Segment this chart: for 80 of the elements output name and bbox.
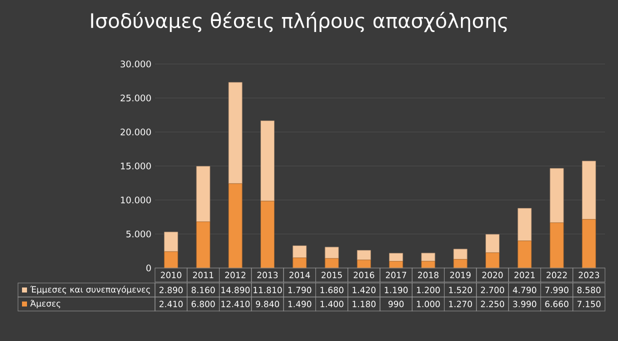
x-tick-label: 2016 — [354, 272, 374, 278]
data-label: 2.700 — [480, 286, 504, 294]
legend-label: Έμμεσες και συνεπαγόμενες — [30, 286, 150, 294]
x-tick-label: 2015 — [322, 272, 342, 278]
x-tick-label: 2022 — [546, 272, 567, 278]
bar — [453, 259, 468, 268]
bar — [260, 120, 274, 202]
y-tick-label: 25.000 — [120, 94, 151, 102]
data-label: 9.840 — [256, 300, 280, 308]
data-label: 1.200 — [416, 286, 440, 294]
y-tick-label: 0 — [146, 264, 151, 272]
data-label: 7.990 — [545, 286, 568, 294]
x-tick-label: 2011 — [193, 272, 214, 278]
data-label: 990 — [388, 300, 404, 308]
data-label: 1.790 — [288, 286, 312, 294]
y-tick-label: 10.000 — [120, 196, 151, 204]
bar — [228, 82, 242, 184]
y-tick-label: 5.000 — [126, 230, 151, 238]
bar — [518, 208, 532, 242]
bar — [196, 166, 210, 222]
bar — [486, 252, 500, 268]
x-tick-label: 2010 — [160, 272, 182, 278]
bar — [518, 240, 532, 268]
x-tick-label: 2012 — [225, 272, 246, 278]
data-label: 1.180 — [352, 300, 376, 308]
bar — [196, 222, 210, 268]
x-tick-label: 2013 — [257, 272, 278, 278]
x-tick-label: 2014 — [289, 272, 310, 278]
x-tick-label: 2017 — [386, 272, 406, 278]
bar — [389, 261, 404, 268]
bar — [550, 168, 564, 223]
data-label: 1.400 — [320, 300, 344, 308]
chart-title: Ισοδύναμες θέσεις πλήρους απασχόλησης — [91, 12, 507, 32]
bar — [324, 258, 339, 268]
bar — [324, 246, 339, 259]
data-label: 7.150 — [577, 300, 601, 308]
x-tick-label: 2018 — [418, 272, 438, 278]
bar — [292, 258, 307, 268]
bar — [453, 248, 468, 260]
bar — [292, 245, 307, 258]
data-label: 2.410 — [160, 300, 183, 308]
data-label: 1.270 — [449, 300, 472, 308]
bar — [389, 252, 404, 262]
data-label: 8.580 — [577, 286, 601, 294]
bar — [421, 261, 436, 268]
data-label: 1.420 — [352, 286, 376, 294]
bar — [260, 200, 274, 268]
bar — [164, 232, 178, 252]
bar — [421, 252, 436, 262]
data-label: 14.890 — [221, 286, 250, 294]
bar — [356, 260, 371, 268]
y-tick-label: 20.000 — [120, 128, 151, 136]
data-label: 11.810 — [254, 286, 282, 294]
data-label: 1.490 — [288, 300, 312, 308]
y-tick-label: 15.000 — [120, 162, 151, 170]
bar — [582, 219, 596, 268]
legend-label: Άμεσες — [30, 300, 60, 308]
bar — [550, 222, 564, 268]
data-label: 2.890 — [160, 286, 183, 294]
x-tick-label: 2020 — [482, 272, 503, 278]
data-label: 6.660 — [545, 300, 568, 308]
data-label: 1.000 — [416, 300, 440, 308]
bar — [164, 251, 178, 268]
data-label: 3.990 — [513, 300, 536, 308]
data-label: 2.250 — [480, 300, 504, 308]
data-label: 1.190 — [384, 286, 408, 294]
data-label: 8.160 — [192, 286, 215, 294]
bar — [486, 234, 500, 253]
bar — [228, 183, 242, 268]
data-label: 12.410 — [221, 300, 250, 308]
data-label: 4.790 — [512, 286, 536, 294]
bar — [356, 250, 371, 260]
x-tick-label: 2021 — [514, 272, 535, 278]
y-tick-label: 30.000 — [120, 60, 151, 68]
data-label: 1.680 — [320, 286, 344, 294]
bar — [582, 160, 596, 220]
x-tick-label: 2023 — [578, 272, 600, 278]
x-tick-label: 2019 — [450, 272, 471, 278]
data-label: 6.800 — [192, 300, 215, 308]
data-label: 1.520 — [449, 286, 472, 294]
